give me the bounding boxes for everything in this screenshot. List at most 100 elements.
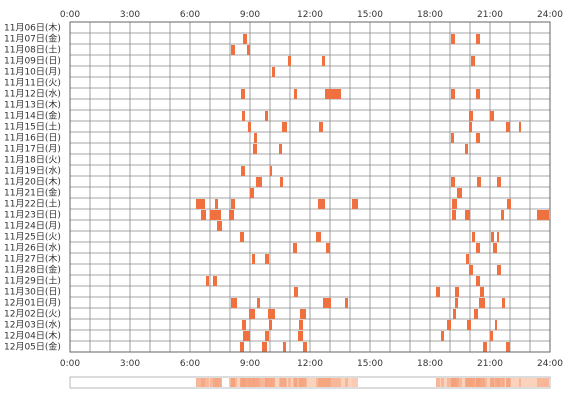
activity-block <box>469 265 473 275</box>
activity-block <box>476 133 480 143</box>
activity-block <box>215 199 218 209</box>
date-label: 11月27日(木) <box>4 253 61 265</box>
activity-block <box>490 111 494 121</box>
activity-block <box>300 309 306 319</box>
summary-stripe <box>280 378 283 387</box>
activity-block <box>476 34 480 44</box>
bottom-tick-label: 18:00 <box>417 359 443 369</box>
activity-block <box>519 122 521 132</box>
activity-block <box>451 133 454 143</box>
bottom-tick-label: 21:00 <box>477 359 503 369</box>
activity-block <box>319 122 323 132</box>
activity-block <box>455 298 458 308</box>
summary-stripe <box>196 378 205 387</box>
date-label: 12月05日(金) <box>4 341 61 353</box>
activity-block <box>303 342 307 352</box>
summary-stripe <box>467 378 471 387</box>
summary-stripe <box>249 378 255 387</box>
activity-block <box>265 254 269 264</box>
activity-block <box>231 45 235 55</box>
activity-block <box>352 199 358 209</box>
activity-block <box>490 331 493 341</box>
activity-block <box>537 210 549 220</box>
date-label: 11月26日(水) <box>4 242 61 254</box>
summary-stripe <box>240 378 244 387</box>
activity-block <box>298 331 303 341</box>
date-label: 11月28日(金) <box>4 264 61 276</box>
activity-block <box>497 265 501 275</box>
activity-block <box>206 276 209 286</box>
activity-block <box>471 56 475 66</box>
activity-block <box>240 232 244 242</box>
summary-stripe <box>441 378 444 387</box>
activity-block <box>282 122 287 132</box>
activity-block <box>241 166 245 176</box>
activity-block <box>480 287 484 297</box>
activity-block <box>253 144 257 154</box>
top-tick-label: 9:00 <box>240 10 260 20</box>
summary-stripe <box>483 378 487 387</box>
summary-stripe <box>472 378 475 387</box>
date-label: 12月03日(水) <box>4 319 61 331</box>
summary-stripe <box>257 378 260 387</box>
activity-block <box>240 342 244 352</box>
summary-stripe <box>294 378 298 387</box>
activity-block <box>294 89 297 99</box>
top-tick-label: 6:00 <box>180 10 200 20</box>
activity-block <box>467 320 471 330</box>
top-tick-label: 15:00 <box>357 10 383 20</box>
activity-block <box>507 199 511 209</box>
activity-block <box>241 89 245 99</box>
bottom-tick-label: 3:00 <box>120 359 140 369</box>
summary-stripe <box>269 378 272 387</box>
activity-block <box>506 342 510 352</box>
bottom-tick-label: 15:00 <box>357 359 383 369</box>
activity-block <box>495 320 497 330</box>
activity-block <box>270 166 272 176</box>
summary-stripe <box>323 378 331 387</box>
summary-stripe <box>298 378 303 387</box>
activity-block <box>465 144 468 154</box>
summary-stripe <box>303 378 307 387</box>
activity-block <box>483 342 487 352</box>
date-label: 11月16日(日) <box>4 133 61 144</box>
date-label: 11月18日(火) <box>4 155 61 166</box>
activity-block <box>322 56 325 66</box>
activity-block <box>457 188 462 198</box>
summary-stripe <box>490 378 493 387</box>
summary-stripe <box>206 378 209 387</box>
summary-stripe <box>262 378 267 387</box>
top-tick-label: 24:00 <box>537 10 563 20</box>
activity-block <box>229 210 234 220</box>
summary-stripe <box>345 378 348 387</box>
bottom-tick-label: 6:00 <box>180 359 200 369</box>
summary-stripe <box>325 378 341 387</box>
activity-block <box>479 298 485 308</box>
date-label: 11月11日(火) <box>4 78 61 89</box>
activity-block <box>325 89 341 99</box>
activity-block <box>476 276 480 286</box>
date-label: 12月04日(木) <box>4 330 61 342</box>
activity-block <box>452 210 456 220</box>
activity-block <box>250 188 254 198</box>
date-label: 11月14日(金) <box>4 110 61 122</box>
activity-block <box>256 177 262 187</box>
date-label: 11月24日(月) <box>4 221 61 232</box>
activity-block <box>265 111 268 121</box>
date-label: 11月17日(月) <box>4 144 61 155</box>
summary-stripe <box>318 378 325 387</box>
summary-stripe <box>316 378 321 387</box>
activity-block <box>451 34 455 44</box>
activity-block <box>472 232 475 242</box>
summary-stripe <box>474 378 478 387</box>
top-tick-label: 12:00 <box>297 10 323 20</box>
date-label: 11月23日(日) <box>4 210 61 221</box>
activity-block <box>476 89 480 99</box>
summary-stripe <box>243 378 250 387</box>
date-label: 11月21日(金) <box>4 187 61 199</box>
activity-block <box>465 210 470 220</box>
activity-block <box>474 309 478 319</box>
bottom-tick-label: 12:00 <box>297 359 323 369</box>
summary-stripe <box>457 378 462 387</box>
plot-frame <box>69 21 551 353</box>
